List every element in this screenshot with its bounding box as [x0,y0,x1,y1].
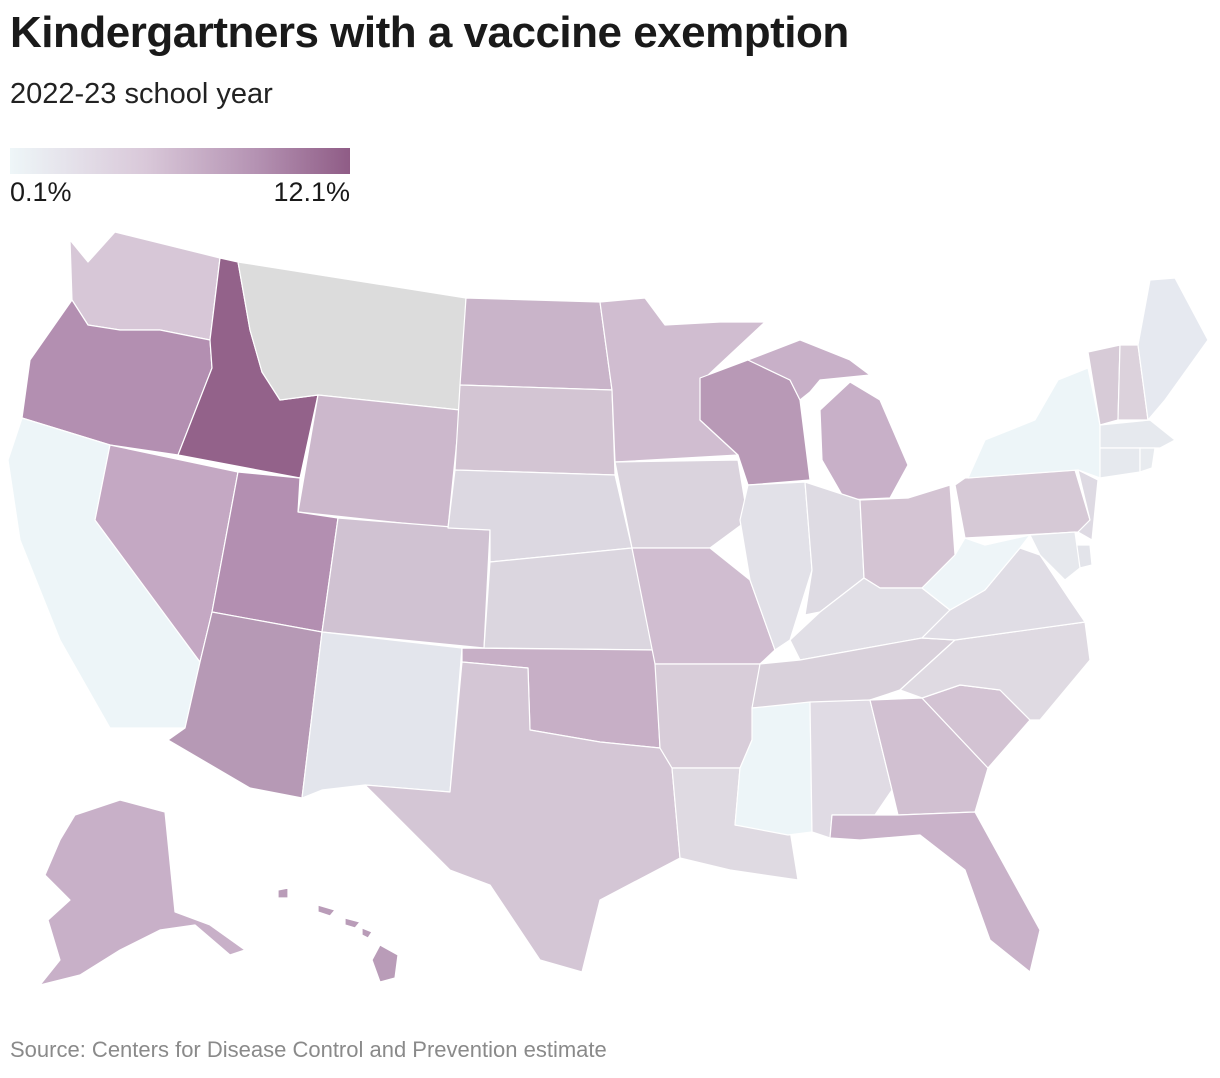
state-md[interactable] [1029,531,1081,581]
state-ma[interactable] [1099,419,1176,449]
state-ia[interactable] [614,459,749,549]
state-mt[interactable] [237,261,467,411]
state-pa[interactable] [954,469,1091,539]
legend-max-label: 12.1% [273,177,350,207]
state-ak[interactable] [39,799,246,986]
state-ar[interactable] [654,663,761,769]
state-ny[interactable] [967,367,1101,479]
legend-min-label: 0.1% [10,177,72,207]
state-ri[interactable] [1139,447,1156,473]
state-nj[interactable] [1077,469,1099,541]
map-title: Kindergartners with a vaccine exemption [10,8,849,57]
state-mi[interactable] [747,339,909,501]
state-me[interactable] [1137,277,1209,421]
state-wy[interactable] [297,394,461,529]
us-states-map [7,231,1209,986]
state-nm[interactable] [301,631,463,799]
state-hi[interactable] [277,887,399,983]
state-fl[interactable] [829,811,1041,973]
state-ks[interactable] [483,547,656,651]
source-note: Source: Centers for Disease Control and … [10,1037,607,1062]
state-wa[interactable] [69,231,221,341]
state-nd[interactable] [459,297,613,391]
state-co[interactable] [321,517,491,649]
state-ct[interactable] [1099,447,1141,479]
color-scale-legend [10,148,350,174]
state-tx[interactable] [364,661,681,973]
map-subtitle: 2022-23 school year [10,78,273,110]
state-sd[interactable] [454,384,616,476]
